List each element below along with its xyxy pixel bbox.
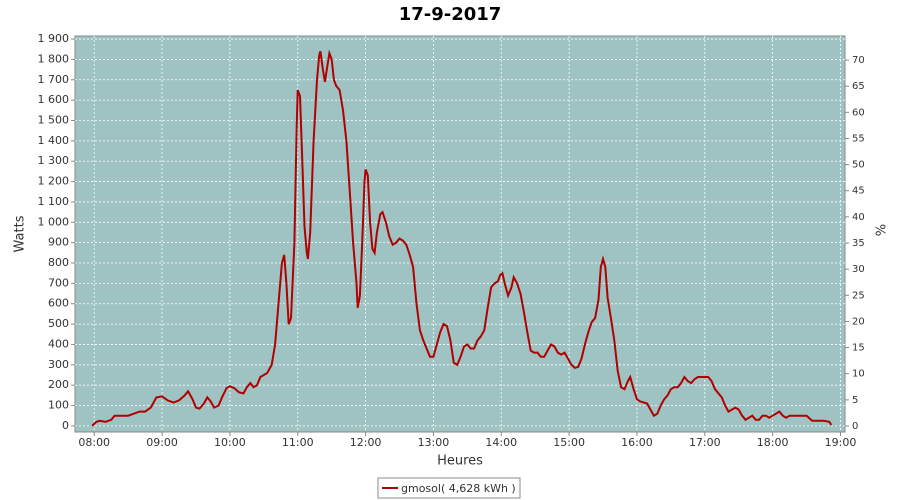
y-tick-label: 1 300	[38, 154, 70, 167]
y2-tick-label: 40	[852, 212, 865, 223]
y2-tick-label: 55	[852, 133, 865, 144]
y-tick-label: 1 900	[38, 32, 70, 45]
y-tick-label: 1 100	[38, 195, 70, 208]
y2-axis-label: %	[875, 224, 890, 236]
legend-box	[377, 477, 521, 499]
y2-tick-label: 25	[852, 290, 865, 301]
y-tick-label: 100	[48, 399, 69, 412]
x-tick-label: 12:00	[350, 436, 382, 449]
y2-tick-label: 45	[852, 186, 865, 197]
y-tick-label: 400	[48, 337, 69, 350]
x-tick-label: 13:00	[418, 436, 450, 449]
y-tick-label: 800	[48, 256, 69, 269]
y-tick-label: 1 400	[38, 134, 70, 147]
y-tick-label: 1 000	[38, 215, 70, 228]
plot-area	[74, 35, 846, 433]
y-tick-label: 0	[62, 419, 69, 432]
legend-label: gmosol( 4,628 kWh )	[401, 482, 516, 495]
y2-tick-label: 20	[852, 316, 865, 327]
y2-tick-label: 70	[852, 55, 865, 66]
y2-tick-label: 60	[852, 107, 865, 118]
x-tick-label: 18:00	[757, 436, 789, 449]
chart-title: 17-9-2017	[399, 4, 502, 25]
x-tick-label: 09:00	[146, 436, 178, 449]
x-tick-label: 08:00	[78, 436, 110, 449]
x-tick-label: 11:00	[282, 436, 314, 449]
y-tick-label: 1 800	[38, 52, 70, 65]
y-tick-label: 300	[48, 358, 69, 371]
x-tick-label: 17:00	[689, 436, 721, 449]
x-tick-label: 16:00	[621, 436, 653, 449]
y2-tick-label: 5	[852, 395, 858, 406]
y-tick-label: 500	[48, 317, 69, 330]
y2-tick-label: 15	[852, 343, 865, 354]
y-tick-label: 1 700	[38, 73, 70, 86]
y-tick-label: 600	[48, 297, 69, 310]
y2-tick-label: 30	[852, 264, 865, 275]
y2-tick-label: 35	[852, 238, 865, 249]
y-tick-label: 700	[48, 276, 69, 289]
y2-tick-label: 50	[852, 160, 865, 171]
y-tick-label: 1 600	[38, 93, 70, 106]
y-tick-label: 1 200	[38, 175, 70, 188]
y-tick-label: 200	[48, 378, 69, 391]
y2-tick-label: 65	[852, 81, 865, 92]
x-axis-label: Heures	[437, 454, 483, 469]
y-tick-label: 1 500	[38, 113, 70, 126]
y-tick-label: 900	[48, 236, 69, 249]
x-tick-label: 19:00	[825, 436, 857, 449]
x-tick-label: 14:00	[485, 436, 517, 449]
x-tick-label: 10:00	[214, 436, 246, 449]
y-axis-label: Watts	[13, 215, 28, 252]
x-tick-label: 15:00	[553, 436, 585, 449]
y2-tick-label: 0	[852, 421, 858, 432]
line	[91, 49, 833, 427]
y2-tick-label: 10	[852, 369, 865, 380]
